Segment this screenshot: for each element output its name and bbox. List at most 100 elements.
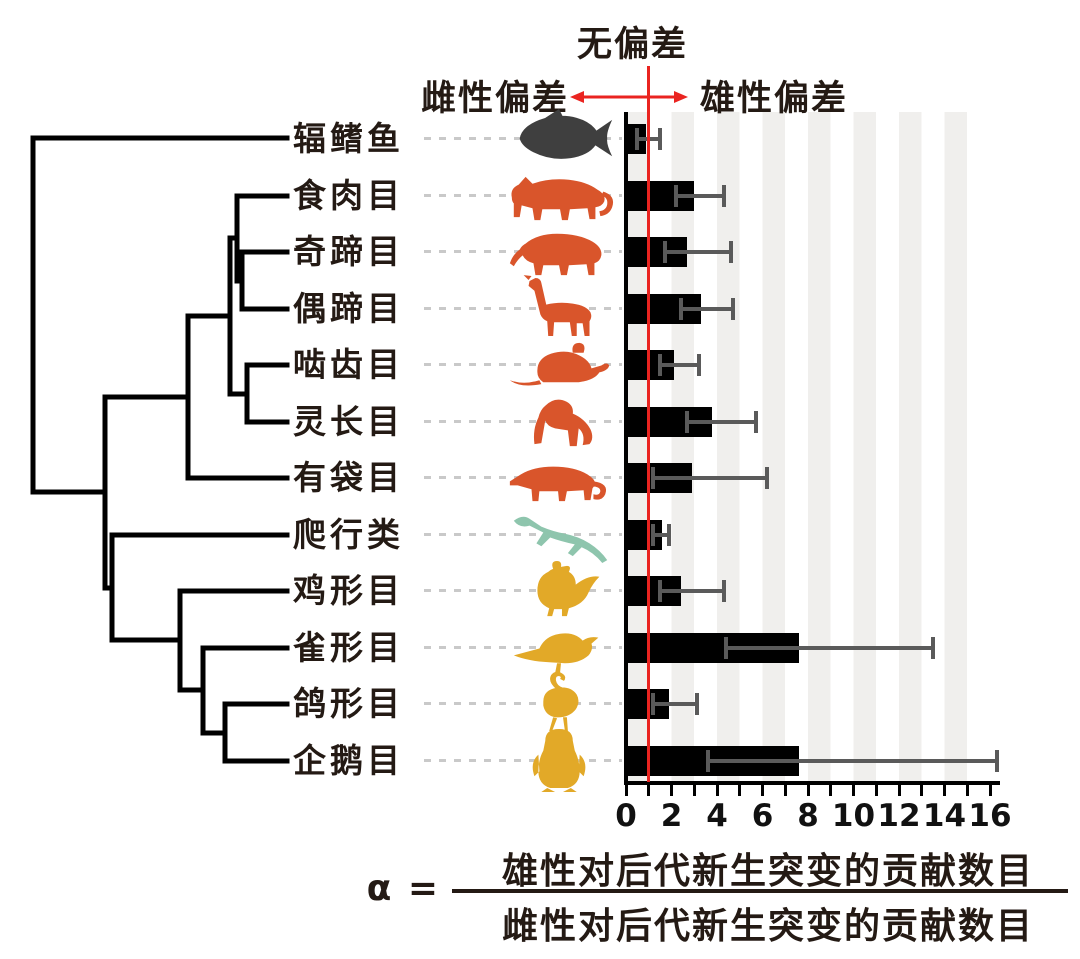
x-axis-tick <box>943 783 946 796</box>
tapir-icon <box>509 233 602 276</box>
no-bias-reference-line <box>647 66 650 782</box>
leader-dotted-line <box>424 758 622 762</box>
ci-upper-cap <box>696 354 701 376</box>
male-bias-label: 雄性偏差 <box>700 79 849 119</box>
phylogenetic-tree <box>30 135 290 764</box>
x-axis-tick <box>624 783 628 796</box>
x-axis-tick <box>897 783 901 796</box>
x-axis-tick-label: 12 <box>877 798 921 834</box>
confidence-interval-line <box>680 306 733 311</box>
ci-lower-cap <box>662 241 667 263</box>
formula-fraction-bar <box>452 889 1068 893</box>
x-axis-tick <box>829 783 833 796</box>
x-axis-tick <box>761 783 764 796</box>
leader-dotted-line <box>424 702 622 705</box>
leader-dotted-line <box>424 419 622 423</box>
ci-upper-cap <box>728 241 733 263</box>
formula-prefix: α = <box>366 868 440 909</box>
x-axis-tick-label: 4 <box>706 798 728 834</box>
chimp-icon <box>533 399 593 446</box>
ci-lower-cap <box>651 467 656 489</box>
no-bias-label: 无偏差 <box>577 25 689 65</box>
ci-upper-cap <box>931 636 936 659</box>
ci-upper-cap <box>667 523 672 546</box>
ci-lower-cap <box>674 184 679 207</box>
confidence-interval-line <box>687 419 756 424</box>
penguin-icon <box>532 728 586 792</box>
confidence-interval-line <box>660 363 699 367</box>
taxon-label: 奇蹄目 <box>293 232 404 271</box>
ci-lower-cap <box>705 749 710 772</box>
x-axis-tick <box>874 783 878 796</box>
bias-direction-arrow <box>570 91 688 103</box>
x-axis-tick <box>692 783 696 796</box>
confidence-interval-line <box>676 193 724 198</box>
x-axis-tick-label: 8 <box>797 798 819 834</box>
x-axis-tick-label: 0 <box>615 798 637 834</box>
x-axis-tick <box>647 783 651 796</box>
ci-upper-cap <box>753 410 758 433</box>
confidence-interval-line <box>653 532 670 537</box>
confidence-interval-line <box>653 476 768 480</box>
lizard-icon <box>513 516 608 563</box>
ci-lower-cap <box>651 693 656 715</box>
ci-lower-cap <box>651 523 656 546</box>
taxon-label: 偶蹄目 <box>293 288 404 328</box>
opossum-icon <box>509 466 607 502</box>
ci-upper-cap <box>721 184 726 207</box>
fish-icon <box>519 109 613 159</box>
female-bias-label: 雌性偏差 <box>421 79 570 119</box>
ci-upper-cap <box>765 467 770 489</box>
y-axis-line <box>624 112 628 784</box>
rat-icon <box>509 342 610 386</box>
x-axis-tick <box>965 783 969 796</box>
formula-denominator: 雌性对后代新生突变的贡献数目 <box>501 906 1034 947</box>
x-axis-tick <box>783 783 787 796</box>
x-axis-tick <box>806 783 810 796</box>
ci-lower-cap <box>678 297 683 320</box>
ci-upper-cap <box>694 693 699 715</box>
rooster-icon <box>537 561 600 617</box>
tiger-icon <box>511 176 614 220</box>
ci-lower-cap <box>658 580 663 602</box>
taxon-label: 企鹅目 <box>293 740 404 780</box>
ci-upper-cap <box>658 128 663 150</box>
x-axis-tick <box>670 783 673 796</box>
x-axis-tick-label: 2 <box>660 798 683 834</box>
ci-upper-cap <box>730 297 735 320</box>
confidence-interval-line <box>726 645 934 650</box>
leader-dotted-line <box>424 589 622 592</box>
leader-dotted-line <box>424 645 622 649</box>
confidence-interval-line <box>707 758 997 763</box>
x-axis-tick <box>852 783 855 796</box>
x-axis-tick-label: 14 <box>922 798 967 834</box>
plot-stripe-background <box>626 112 990 782</box>
songbird-icon <box>513 632 599 673</box>
x-axis-tick <box>988 783 992 796</box>
x-axis-tick <box>715 783 719 796</box>
giraffe-icon <box>523 274 592 336</box>
taxon-label: 雀形目 <box>293 627 404 667</box>
x-axis-tick <box>738 783 742 796</box>
confidence-interval-line <box>660 589 724 593</box>
confidence-interval-line <box>664 250 731 254</box>
flamingo-icon <box>543 671 579 732</box>
ci-lower-cap <box>724 636 729 659</box>
ci-upper-cap <box>721 580 726 602</box>
taxon-label: 爬行类 <box>293 514 404 554</box>
leader-dotted-line <box>424 532 622 536</box>
ci-lower-cap <box>685 410 690 433</box>
taxon-label: 鸽形目 <box>293 684 404 723</box>
taxon-label: 啮齿目 <box>293 345 404 384</box>
x-axis-tick-label: 10 <box>831 798 876 834</box>
x-axis-tick <box>920 783 924 796</box>
x-axis-tick-label: 16 <box>968 798 1012 834</box>
x-axis-line <box>624 781 1000 785</box>
taxon-label: 鸡形目 <box>293 571 404 610</box>
leader-dotted-line <box>424 306 622 310</box>
taxon-label: 食肉目 <box>293 175 404 215</box>
ci-lower-cap <box>658 354 663 376</box>
confidence-interval-line <box>653 702 697 706</box>
ci-upper-cap <box>994 749 999 772</box>
